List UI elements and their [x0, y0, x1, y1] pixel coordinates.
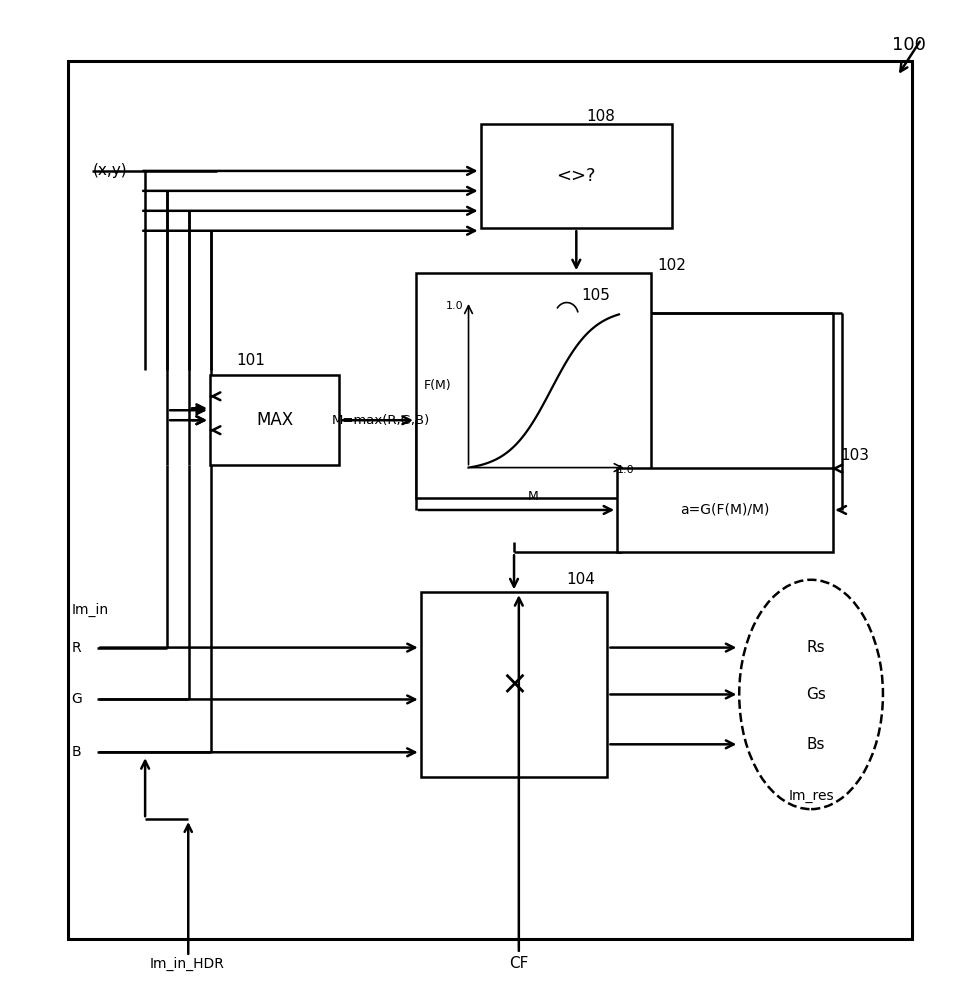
Text: 1.0: 1.0 — [617, 465, 634, 475]
Text: CF: CF — [509, 956, 529, 971]
Text: 108: 108 — [586, 109, 615, 124]
Text: Gs: Gs — [806, 687, 826, 702]
Ellipse shape — [739, 580, 883, 809]
Text: 100: 100 — [892, 36, 926, 54]
Bar — [68, 61, 912, 939]
Text: ×: × — [500, 668, 528, 701]
Text: R: R — [71, 641, 81, 655]
Text: B: B — [71, 745, 81, 759]
Text: 103: 103 — [840, 448, 869, 463]
Text: F(M): F(M) — [424, 379, 452, 392]
Text: Rs: Rs — [806, 640, 825, 655]
Bar — [421, 592, 607, 777]
Text: Bs: Bs — [806, 737, 825, 752]
Bar — [480, 124, 672, 228]
Bar — [617, 468, 832, 552]
Bar — [416, 273, 651, 498]
Text: a=G(F(M)/M): a=G(F(M)/M) — [680, 503, 770, 517]
Text: G: G — [71, 692, 82, 706]
Text: M: M — [528, 490, 538, 503]
Text: 101: 101 — [236, 353, 265, 368]
Text: (x,y): (x,y) — [92, 163, 127, 178]
Text: <>?: <>? — [556, 167, 596, 185]
Text: 104: 104 — [567, 572, 596, 587]
Text: 105: 105 — [581, 288, 610, 303]
Text: 1.0: 1.0 — [446, 301, 464, 311]
Text: 102: 102 — [657, 258, 687, 273]
Text: Im_in_HDR: Im_in_HDR — [150, 957, 225, 971]
Text: M=max(R,G,B): M=max(R,G,B) — [332, 414, 431, 427]
Text: MAX: MAX — [256, 411, 293, 429]
Text: Im_res: Im_res — [788, 789, 834, 803]
Bar — [209, 375, 339, 465]
Text: Im_in: Im_in — [71, 603, 109, 617]
